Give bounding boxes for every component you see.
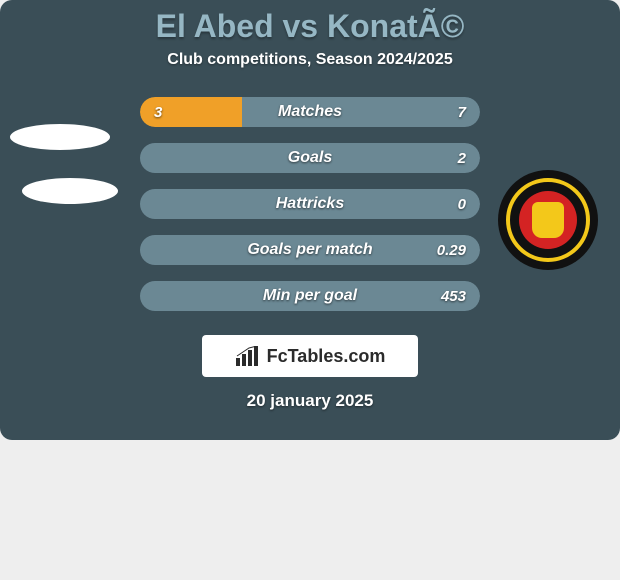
page-title: El Abed vs KonatÃ© xyxy=(156,8,465,45)
bar-right-fill xyxy=(140,189,480,219)
stat-row: Goals2 xyxy=(140,143,480,173)
stat-value-right: 0 xyxy=(458,189,466,219)
watermark: FcTables.com xyxy=(202,335,418,377)
bar-right-fill xyxy=(140,235,480,265)
stat-value-right: 2 xyxy=(458,143,466,173)
watermark-text: FcTables.com xyxy=(267,346,386,367)
badge-gold-ring xyxy=(506,178,590,262)
stat-row: Matches37 xyxy=(140,97,480,127)
date-text: 20 january 2025 xyxy=(247,391,374,411)
left-team-logo-2 xyxy=(22,178,118,204)
stat-row: Goals per match0.29 xyxy=(140,235,480,265)
stat-row: Hattricks0 xyxy=(140,189,480,219)
badge-red-circle xyxy=(519,191,577,249)
stat-value-left: 3 xyxy=(154,97,162,127)
stat-row: Min per goal453 xyxy=(140,281,480,311)
stat-value-right: 453 xyxy=(441,281,466,311)
badge-center-shape xyxy=(532,202,564,238)
comparison-card: El Abed vs KonatÃ© Club competitions, Se… xyxy=(0,0,620,440)
stat-value-right: 0.29 xyxy=(437,235,466,265)
bar-right-fill xyxy=(140,143,480,173)
stat-rows: Matches37Goals2Hattricks0Goals per match… xyxy=(140,97,480,311)
watermark-chart-icon xyxy=(235,346,261,366)
bar-right-fill xyxy=(140,281,480,311)
badge-outer-ring xyxy=(498,170,598,270)
left-team-logo-1 xyxy=(10,124,110,150)
subtitle: Club competitions, Season 2024/2025 xyxy=(167,51,452,69)
right-team-badge xyxy=(498,170,598,270)
stat-value-right: 7 xyxy=(458,97,466,127)
bar-right-fill xyxy=(242,97,480,127)
